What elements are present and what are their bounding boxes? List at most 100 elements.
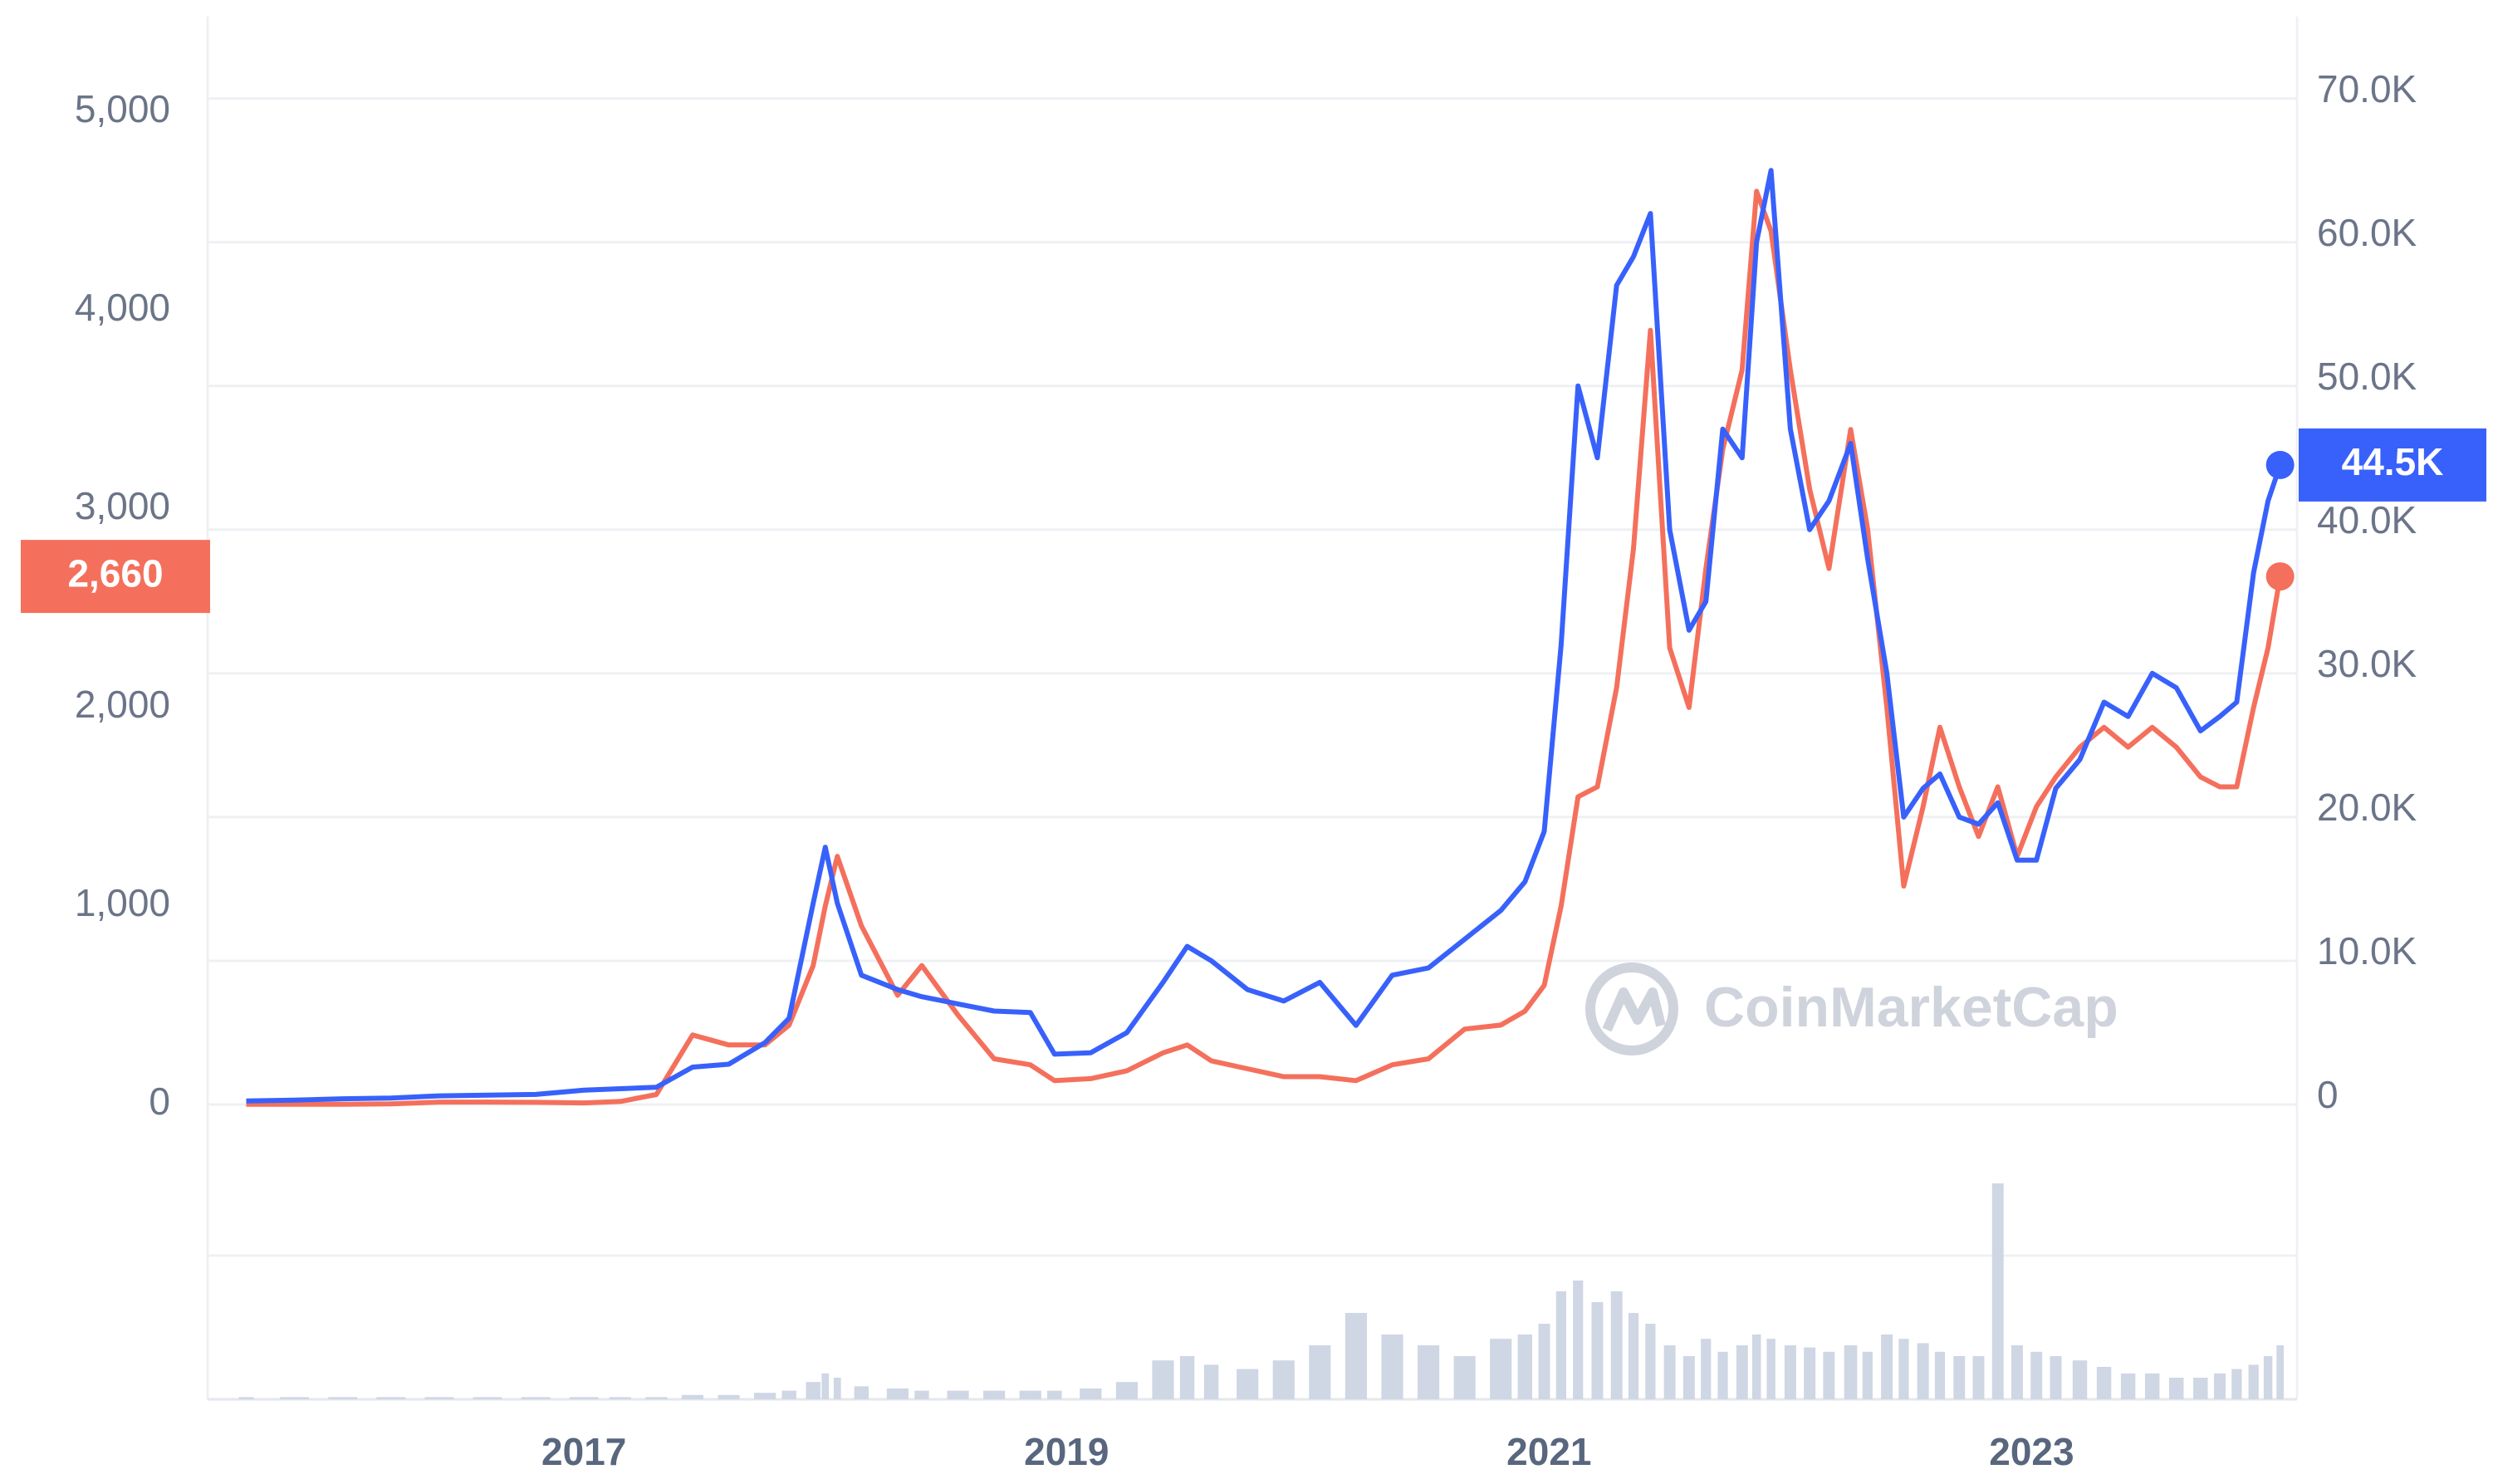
volume-bar bbox=[886, 1388, 909, 1399]
volume-bar bbox=[1682, 1356, 1695, 1399]
value-badge-label: 2,660 bbox=[67, 551, 163, 595]
volume-bar bbox=[1309, 1345, 1331, 1399]
y-tick-label: 5,000 bbox=[75, 87, 170, 130]
volume-bar bbox=[1203, 1364, 1219, 1399]
volume-bar bbox=[1917, 1343, 1929, 1399]
volume-bar bbox=[681, 1394, 704, 1399]
volume-bar bbox=[2248, 1364, 2259, 1399]
volume-bar bbox=[1862, 1351, 1873, 1399]
volume-bar bbox=[1555, 1291, 1566, 1399]
volume-bar bbox=[1517, 1335, 1533, 1399]
y-tick-label: 1,000 bbox=[75, 881, 170, 924]
volume-bar bbox=[1701, 1339, 1712, 1399]
watermark-logo bbox=[1585, 962, 1678, 1055]
volume-bar bbox=[1538, 1324, 1550, 1399]
volume-bar bbox=[645, 1397, 668, 1399]
volume-bar bbox=[1344, 1313, 1368, 1399]
volume-bar bbox=[1934, 1351, 1946, 1399]
volume-bar bbox=[1972, 1356, 1985, 1399]
watermark: CoinMarketCap bbox=[1585, 962, 2118, 1055]
volume-bar bbox=[1663, 1345, 1676, 1399]
volume-bar bbox=[376, 1397, 406, 1399]
volume-bar bbox=[1766, 1339, 1775, 1399]
grid bbox=[206, 17, 2299, 1401]
value-badge-label: 44.5K bbox=[2342, 440, 2444, 483]
volume-bar bbox=[1381, 1335, 1403, 1399]
volume-bar bbox=[2276, 1345, 2285, 1399]
volume-bar bbox=[2263, 1356, 2273, 1399]
watermark-logo-mark bbox=[1602, 987, 1666, 1032]
volume-bar bbox=[280, 1397, 310, 1399]
volume-bar bbox=[1953, 1356, 1966, 1399]
volume-bar bbox=[2231, 1369, 2242, 1399]
volume-bar bbox=[1991, 1183, 2004, 1399]
y2-tick-label: 20.0K bbox=[2317, 786, 2417, 829]
volume-bar bbox=[521, 1397, 551, 1399]
volume-bar bbox=[983, 1390, 1006, 1399]
value-badge bbox=[2299, 428, 2486, 502]
y2-tick-label: 30.0K bbox=[2317, 642, 2417, 685]
volume-bar bbox=[1804, 1347, 1816, 1399]
volume-bar bbox=[2011, 1345, 2023, 1399]
volume-bar bbox=[947, 1390, 969, 1399]
volume-bar bbox=[1751, 1335, 1761, 1399]
volume-bar bbox=[833, 1378, 841, 1399]
volume-bar bbox=[1080, 1388, 1102, 1399]
volume-bar bbox=[424, 1397, 454, 1399]
volume-bar bbox=[328, 1397, 358, 1399]
volume-bar bbox=[2050, 1356, 2062, 1399]
volume-bar bbox=[1645, 1324, 1656, 1399]
series-line bbox=[246, 189, 2283, 1107]
volume-bar bbox=[1179, 1356, 1195, 1399]
volume-bar bbox=[2193, 1378, 2208, 1399]
volume-bar bbox=[238, 1397, 254, 1399]
volume-bar bbox=[1610, 1291, 1623, 1399]
volume-bar bbox=[1736, 1345, 1748, 1399]
volume-bar bbox=[1237, 1369, 1259, 1399]
volume-bar bbox=[854, 1386, 869, 1399]
volume-bar bbox=[569, 1397, 599, 1399]
volume-bar bbox=[1823, 1351, 1835, 1399]
volume-bar bbox=[2072, 1360, 2088, 1399]
volume-bar bbox=[914, 1390, 929, 1399]
x-tick-label: 2019 bbox=[1024, 1430, 1109, 1473]
last-point bbox=[2265, 562, 2295, 591]
volume-bar bbox=[1418, 1345, 1440, 1399]
volume-bar bbox=[718, 1394, 740, 1399]
volume-bar bbox=[821, 1373, 830, 1399]
volume-bar bbox=[1898, 1339, 1909, 1399]
y2-tick-label: 10.0K bbox=[2317, 929, 2417, 972]
volume-bar bbox=[1881, 1335, 1893, 1399]
x-tick-label: 2017 bbox=[541, 1430, 626, 1473]
volume-bar bbox=[1573, 1281, 1584, 1399]
volume-bar bbox=[781, 1390, 796, 1399]
watermark-text: CoinMarketCap bbox=[1704, 976, 2118, 1039]
volume-bar bbox=[2144, 1373, 2160, 1399]
volume-bar bbox=[1844, 1345, 1858, 1399]
y-tick-label: 3,000 bbox=[75, 484, 170, 527]
volume-bar bbox=[2096, 1367, 2112, 1399]
value-badge bbox=[21, 540, 210, 614]
volume-bar bbox=[1453, 1356, 1476, 1399]
volume-bar bbox=[1784, 1345, 1796, 1399]
y2-tick-label: 0 bbox=[2317, 1073, 2339, 1116]
volume-bar bbox=[1152, 1360, 1174, 1399]
volume-bar bbox=[1115, 1382, 1138, 1399]
y2-tick-label: 40.0K bbox=[2317, 498, 2417, 541]
volume-bar bbox=[473, 1397, 502, 1399]
volume-bar bbox=[1591, 1302, 1604, 1399]
volume-bar bbox=[1272, 1360, 1295, 1399]
x-tick-label: 2021 bbox=[1506, 1430, 1591, 1473]
y2-tick-label: 70.0K bbox=[2317, 67, 2417, 110]
volume-bar bbox=[2030, 1351, 2043, 1399]
volume-bar bbox=[2120, 1373, 2136, 1399]
volume-bars bbox=[238, 1183, 2285, 1399]
volume-bar bbox=[2214, 1373, 2226, 1399]
y2-tick-label: 50.0K bbox=[2317, 355, 2417, 398]
volume-bar bbox=[2169, 1378, 2184, 1399]
volume-bar bbox=[1628, 1313, 1639, 1399]
volume-bar bbox=[806, 1382, 820, 1399]
volume-bar bbox=[1019, 1390, 1041, 1399]
volume-bar bbox=[754, 1393, 776, 1399]
